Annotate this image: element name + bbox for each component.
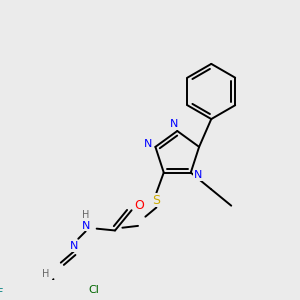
Text: N: N (170, 118, 179, 129)
Text: H: H (42, 269, 50, 279)
Text: F: F (0, 288, 3, 298)
Text: H: H (82, 210, 89, 220)
Text: N: N (70, 241, 78, 251)
Text: N: N (81, 221, 90, 231)
Text: Cl: Cl (88, 285, 99, 295)
Text: N: N (144, 139, 152, 149)
Text: N: N (194, 170, 202, 180)
Text: O: O (134, 199, 144, 212)
Text: S: S (152, 194, 160, 207)
